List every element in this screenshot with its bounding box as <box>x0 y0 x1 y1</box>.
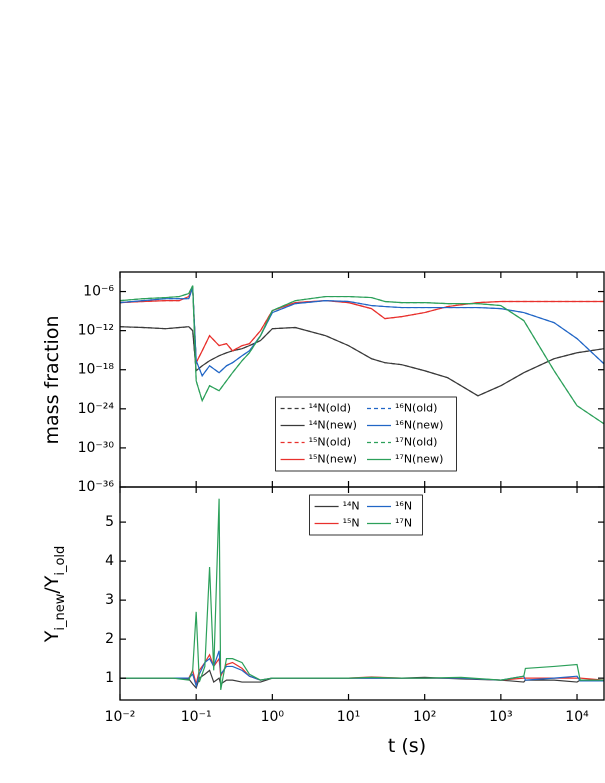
x-tick-label: 10⁰ <box>261 709 285 725</box>
y-tick-label: 1 <box>105 670 114 686</box>
legend-label: ¹⁴N(new) <box>309 419 357 432</box>
y-label-part: Y <box>41 630 63 643</box>
series-line <box>120 326 604 397</box>
x-axis-label: t (s) <box>388 735 426 757</box>
y-axis-label: mass fraction <box>41 316 63 445</box>
plot-lines <box>120 498 604 690</box>
legend-label: ¹⁷N(new) <box>395 453 443 466</box>
legend-label: ¹⁷N <box>395 517 412 530</box>
series-line <box>120 285 604 425</box>
legend-label: ¹⁵N <box>343 517 360 530</box>
y-tick-label: 10⁻¹² <box>78 323 114 339</box>
y-label-sub: i_new <box>53 593 68 630</box>
legend-label: ¹⁶N(new) <box>395 419 443 432</box>
y-tick-label: 2 <box>105 631 114 647</box>
y-tick-label: 10⁻⁶ <box>83 284 114 300</box>
plot-lines <box>120 285 604 425</box>
y-tick-label: 10⁻¹⁸ <box>78 362 115 378</box>
legend-label: ¹⁵N(old) <box>309 436 351 449</box>
x-tick-label: 10³ <box>489 709 512 725</box>
legend-label: ¹⁴N <box>343 500 360 513</box>
legend-label: ¹⁷N(old) <box>395 436 437 449</box>
series-line <box>120 326 604 397</box>
y-axis-label: Yi_new/Yi_old <box>41 546 68 644</box>
y-tick-label: 3 <box>105 592 114 608</box>
x-tick-label: 10⁻² <box>105 709 136 725</box>
legend-label: ¹⁶N <box>395 500 412 513</box>
legend-box <box>275 396 457 472</box>
legend-label: ¹⁵N(new) <box>309 453 357 466</box>
legend-label: ¹⁶N(old) <box>395 402 437 415</box>
y-tick-label: 10⁻²⁴ <box>78 401 115 417</box>
y-label-part: /Y <box>41 575 63 593</box>
y-tick-label: 10⁻³⁰ <box>78 440 115 456</box>
y-tick-label: 5 <box>105 514 114 530</box>
y-tick-label: 4 <box>105 553 114 569</box>
series-line <box>120 669 604 690</box>
series-line <box>120 498 604 690</box>
x-tick-label: 10⁻¹ <box>181 709 212 725</box>
plot-frame <box>119 486 605 701</box>
series-line <box>120 650 604 689</box>
x-tick-label: 10² <box>413 709 436 725</box>
legend-box <box>309 494 423 536</box>
legend-label: ¹⁴N(old) <box>309 402 351 415</box>
x-tick-label: 10⁴ <box>565 709 589 725</box>
x-tick-label: 10¹ <box>337 709 360 725</box>
y-label-sub: i_old <box>53 546 68 576</box>
y-tick-label: 10⁻³⁶ <box>78 479 115 495</box>
